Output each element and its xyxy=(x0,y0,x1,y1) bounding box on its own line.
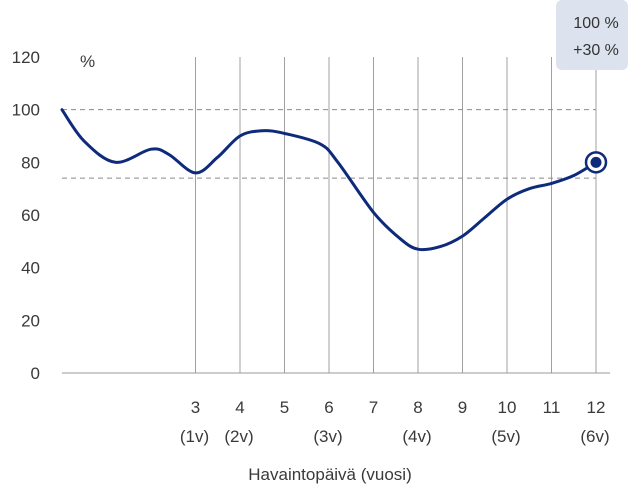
series-line xyxy=(60,108,598,252)
x-tick-10: 10 xyxy=(498,398,517,417)
y-tick-40: 40 xyxy=(21,259,40,278)
vertical-gridlines xyxy=(195,57,597,373)
badge: 100 % +30 % xyxy=(556,0,628,70)
reference-lines xyxy=(62,109,596,179)
x-subtick-12: (6v) xyxy=(580,427,609,446)
y-tick-labels: 0 20 40 60 80 100 120 xyxy=(12,48,40,383)
y-tick-100: 100 xyxy=(12,101,40,120)
x-tick-5: 5 xyxy=(280,398,289,417)
x-tick-7: 7 xyxy=(369,398,378,417)
end-marker xyxy=(584,151,608,174)
y-tick-60: 60 xyxy=(21,206,40,225)
x-tick-4: 4 xyxy=(235,398,244,417)
x-subtick-10: (5v) xyxy=(491,427,520,446)
badge-background xyxy=(556,0,628,70)
x-tick-9: 9 xyxy=(458,398,467,417)
x-subtick-6: (3v) xyxy=(313,427,342,446)
y-tick-0: 0 xyxy=(31,364,40,383)
y-unit-label: % xyxy=(80,52,95,71)
badge-line-1: 100 % xyxy=(573,15,618,32)
y-tick-80: 80 xyxy=(21,153,40,172)
x-tick-labels: 3 (1v) 4 (2v) 5 6 (3v) 7 8 (4v) 9 10 (5v) 11 12 (6v) xyxy=(180,398,610,446)
x-subtick-8: (4v) xyxy=(402,427,431,446)
x-tick-11: 11 xyxy=(543,398,561,417)
x-tick-8: 8 xyxy=(413,398,422,417)
end-marker-dot xyxy=(590,156,602,168)
x-axis-label: Havaintopäivä (vuosi) xyxy=(248,465,411,484)
x-subtick-3: (1v) xyxy=(180,427,209,446)
x-tick-12: 12 xyxy=(587,398,606,417)
x-tick-6: 6 xyxy=(324,398,333,417)
y-tick-20: 20 xyxy=(21,311,40,330)
badge-line-2: +30 % xyxy=(573,42,619,59)
x-tick-3: 3 xyxy=(191,398,200,417)
x-subtick-4: (2v) xyxy=(224,427,253,446)
y-tick-120: 120 xyxy=(12,48,40,67)
